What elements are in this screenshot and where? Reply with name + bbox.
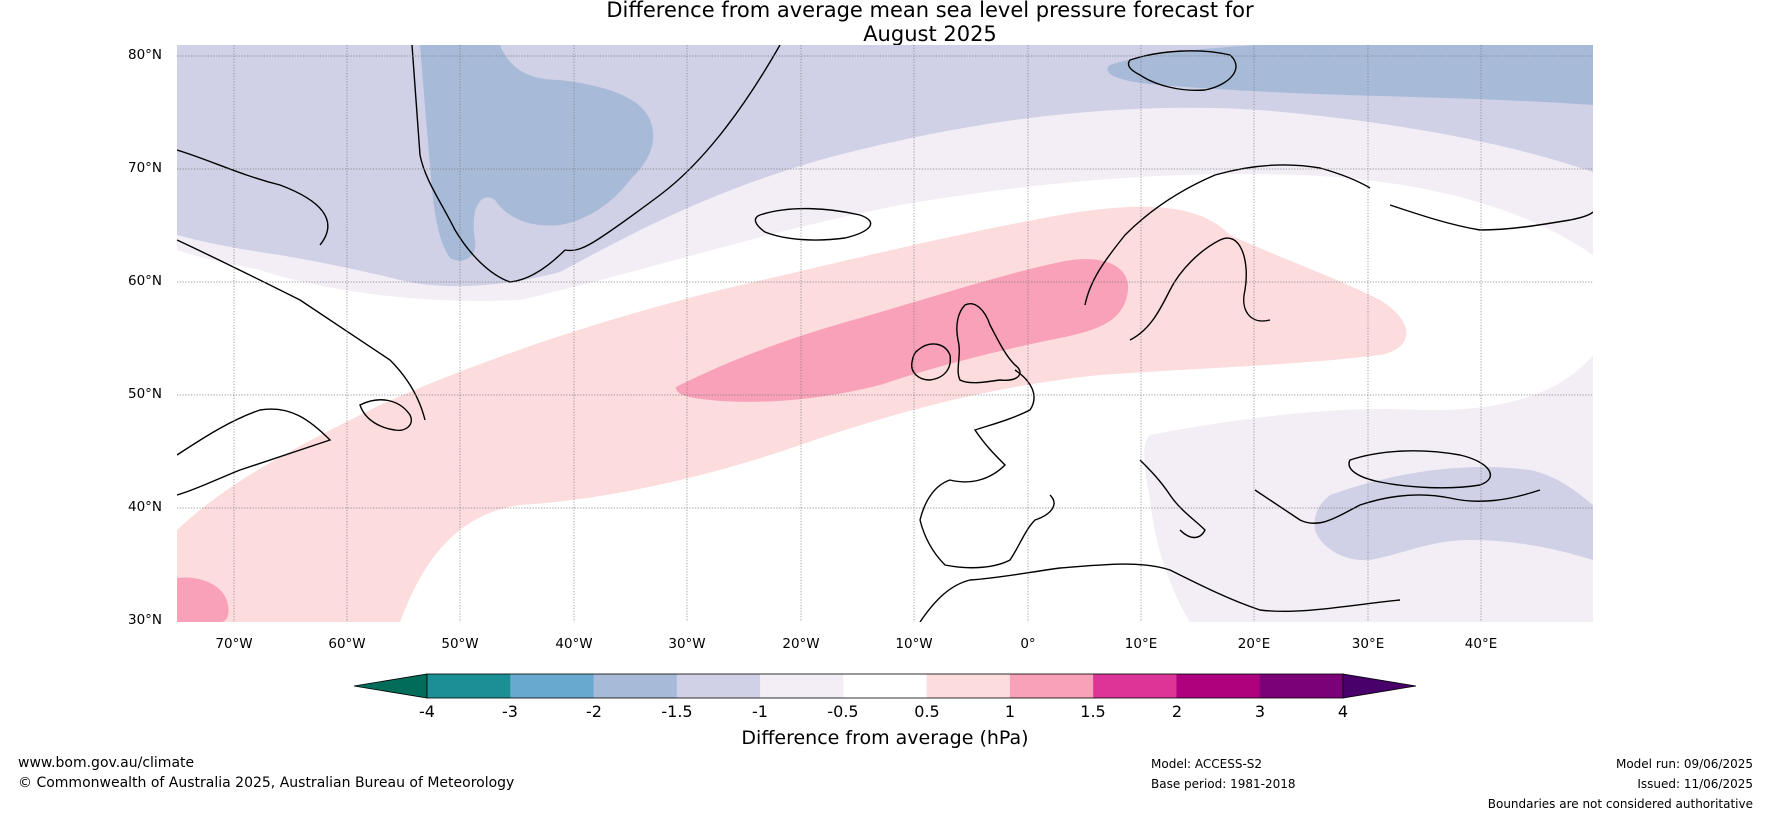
- base-period-text: Base period: 1981-2018: [1151, 777, 1296, 791]
- colorbar-segment: [1093, 674, 1177, 698]
- lon-label-10w: 10°W: [895, 636, 933, 652]
- coastline-svalbard: [1127, 50, 1237, 92]
- lon-label-30w: 30°W: [668, 636, 706, 652]
- colorbar-segment: [676, 674, 761, 698]
- lon-label-70w: 70°W: [215, 636, 253, 652]
- colorbar-tick-minus2: -2: [586, 702, 602, 721]
- lat-label-80n: 80°N: [128, 47, 163, 63]
- lat-label-40n: 40°N: [128, 499, 163, 515]
- colorbar-segment: [760, 674, 844, 698]
- lon-label-40w: 40°W: [555, 636, 593, 652]
- lon-label-0: 0°: [1020, 636, 1036, 652]
- lon-label-50w: 50°W: [441, 636, 479, 652]
- map-title: Difference from average mean sea level p…: [0, 0, 1770, 46]
- coastline-europe-west: [919, 369, 1035, 521]
- map-area: [177, 45, 1593, 622]
- colorbar-tick-minus1: -1: [752, 702, 768, 721]
- lon-label-60w: 60°W: [328, 636, 366, 652]
- coastline-north-africa: [919, 563, 1401, 622]
- colorbar: [353, 673, 1417, 699]
- colorbar-low-extend: [353, 673, 428, 699]
- graticule: [177, 45, 1593, 622]
- colorbar-tick-minus0-5: -0.5: [827, 702, 859, 721]
- coastline-italy: [1139, 459, 1206, 539]
- colorbar-tick-0-5: 0.5: [914, 702, 940, 721]
- lon-label-30e: 30°E: [1351, 636, 1385, 652]
- lat-label-70n: 70°N: [128, 160, 163, 176]
- coastline-norway: [1084, 164, 1371, 306]
- coastline-greenland-west: [411, 45, 566, 283]
- colorbar-label: Difference from average (hPa): [741, 727, 1029, 749]
- lon-label-20w: 20°W: [782, 636, 820, 652]
- model-text: Model: ACCESS-S2: [1151, 757, 1263, 771]
- colorbar-segment: [843, 674, 928, 698]
- colorbar-tick-minus4: -4: [419, 702, 435, 721]
- colorbar-segment: [1176, 674, 1261, 698]
- colorbar-high-extend: [1342, 673, 1417, 699]
- colorbar-segment: [1009, 674, 1094, 698]
- lon-label-10e: 10°E: [1124, 636, 1158, 652]
- lon-label-40e: 40°E: [1464, 636, 1498, 652]
- colorbar-tick-4: 4: [1337, 702, 1349, 721]
- anomaly-region-minus1-5-mediterranean: [1314, 467, 1593, 561]
- colorbar-segment: [1259, 674, 1344, 698]
- copyright-text: © Commonwealth of Australia 2025, Austra…: [18, 775, 515, 791]
- coastline-nova-scotia: [177, 408, 332, 496]
- coastline-ireland: [911, 343, 952, 381]
- coastline-iceland: [754, 207, 872, 241]
- model-run-text: Model run: 09/06/2025: [1615, 757, 1753, 771]
- title-line-1: Difference from average mean sea level p…: [606, 0, 1254, 22]
- colorbar-tick-minus1-5: -1.5: [661, 702, 693, 721]
- colorbar-segment: [593, 674, 678, 698]
- coastline-iberia: [919, 494, 1055, 569]
- issued-text: Issued: 11/06/2025: [1637, 777, 1753, 791]
- coastlines: [177, 45, 1593, 622]
- title-line-2: August 2025: [863, 22, 997, 46]
- coastline-russia-arctic: [1389, 204, 1593, 231]
- lat-label-50n: 50°N: [128, 386, 163, 402]
- colorbar-segment: [427, 674, 511, 698]
- disclaimer-text: Boundaries are not considered authoritat…: [1487, 797, 1753, 811]
- coastline-greenland-east: [564, 45, 781, 252]
- coastline-sweden-finland: [1129, 237, 1271, 341]
- colorbar-segment: [510, 674, 595, 698]
- anomaly-region-plus1-atlantic: [675, 259, 1129, 402]
- colorbar-tick-1: 1: [1004, 702, 1016, 721]
- coastline-labrador: [177, 239, 426, 421]
- lat-label-30n: 30°N: [128, 612, 163, 628]
- colorbar-tick-1-5: 1.5: [1080, 702, 1106, 721]
- colorbar-tick-minus3: -3: [502, 702, 518, 721]
- coastline-britain: [956, 303, 1021, 384]
- anomaly-region-minus2-svalbard: [1107, 45, 1593, 105]
- coastline-newfoundland: [359, 399, 412, 432]
- coastline-black-sea: [1348, 450, 1492, 489]
- anomaly-region-plus1-subtropics: [177, 577, 229, 622]
- colorbar-tick-2: 2: [1171, 702, 1183, 721]
- coastline-canada-arctic: [177, 149, 329, 246]
- anomaly-region-minus2-greenland: [420, 45, 654, 261]
- website-text: www.bom.gov.au/climate: [18, 755, 195, 771]
- colorbar-segments: [427, 674, 1344, 698]
- colorbar-segment: [926, 674, 1011, 698]
- lat-label-60n: 60°N: [128, 273, 163, 289]
- colorbar-tick-3: 3: [1254, 702, 1266, 721]
- coastline-greece-turkey: [1254, 489, 1541, 524]
- lon-label-20e: 20°E: [1237, 636, 1271, 652]
- colorbar-outline: [426, 673, 1344, 699]
